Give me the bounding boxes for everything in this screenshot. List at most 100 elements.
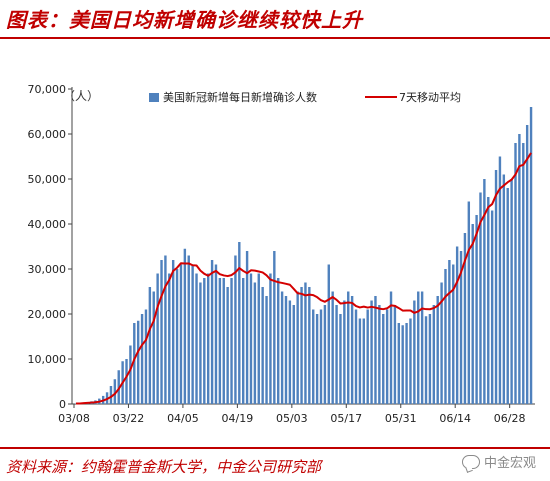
bar bbox=[168, 273, 171, 404]
bar bbox=[494, 170, 498, 404]
bar bbox=[350, 296, 354, 404]
bar bbox=[183, 248, 187, 404]
bar bbox=[152, 291, 155, 404]
bar bbox=[304, 282, 307, 404]
bar bbox=[133, 323, 136, 404]
bar bbox=[280, 291, 284, 404]
bar bbox=[467, 201, 471, 404]
bar bbox=[269, 273, 272, 404]
footer-rule bbox=[0, 447, 550, 449]
bar bbox=[343, 300, 346, 404]
bar bbox=[203, 278, 206, 404]
legend-bar-label: 美国新冠新增每日新增确诊人数 bbox=[163, 90, 317, 104]
bar bbox=[475, 215, 478, 404]
bar bbox=[347, 291, 350, 404]
chart-svg: 0 10,000 20,000 30,000 40,000 50,000 60,000 70,… bbox=[28, 83, 535, 425]
bar bbox=[125, 359, 128, 404]
bar bbox=[199, 282, 202, 404]
bar bbox=[195, 273, 198, 404]
bar bbox=[238, 242, 241, 404]
bar bbox=[109, 386, 113, 404]
bar bbox=[315, 314, 319, 404]
bar bbox=[354, 309, 358, 404]
x-tick-label: 06/14 bbox=[439, 412, 471, 425]
bar bbox=[405, 323, 408, 404]
source-note: 资料来源：约翰霍普金斯大学，中金公司研究部 bbox=[6, 458, 322, 476]
y-tick-label: 60,000 bbox=[28, 128, 67, 141]
bar bbox=[374, 296, 377, 404]
bar bbox=[483, 179, 486, 404]
bar bbox=[452, 264, 455, 404]
bar-series bbox=[74, 107, 533, 404]
bar bbox=[129, 345, 132, 404]
bar bbox=[518, 134, 521, 404]
bar bbox=[113, 379, 117, 404]
bar bbox=[265, 296, 268, 404]
bar bbox=[300, 287, 303, 404]
bar bbox=[292, 305, 295, 404]
legend: 美国新冠新增每日新增确诊人数 7天移动平均 bbox=[149, 90, 461, 104]
bar bbox=[245, 251, 249, 404]
x-tick-label: 05/17 bbox=[330, 412, 362, 425]
bar bbox=[529, 107, 533, 404]
moving-average-line bbox=[75, 152, 532, 405]
bar bbox=[358, 318, 362, 404]
bar bbox=[273, 251, 276, 404]
bar bbox=[498, 156, 502, 404]
bar bbox=[179, 264, 183, 404]
bar bbox=[514, 143, 517, 404]
bar bbox=[171, 260, 175, 404]
bar bbox=[339, 314, 342, 404]
bar bbox=[463, 233, 467, 404]
axes: 0 10,000 20,000 30,000 40,000 50,000 60,000 70,… bbox=[28, 83, 535, 425]
bar bbox=[335, 305, 338, 404]
bar bbox=[242, 278, 245, 404]
watermark-text: 中金宏观 bbox=[483, 456, 536, 471]
bar bbox=[331, 291, 334, 404]
bar bbox=[397, 323, 401, 404]
y-tick-label: 30,000 bbox=[28, 263, 67, 276]
x-tick-label: 06/28 bbox=[494, 412, 526, 425]
bar bbox=[253, 282, 257, 404]
bar bbox=[323, 305, 327, 404]
bar bbox=[261, 287, 264, 404]
bar bbox=[432, 305, 436, 404]
y-tick-label: 0 bbox=[59, 398, 66, 411]
bar bbox=[160, 260, 163, 404]
wechat-icon bbox=[461, 454, 480, 469]
bar bbox=[206, 273, 210, 404]
bar bbox=[393, 305, 397, 404]
bar bbox=[218, 278, 222, 404]
bar bbox=[214, 264, 218, 404]
bar bbox=[471, 224, 474, 404]
bar bbox=[479, 192, 482, 404]
bar bbox=[444, 269, 447, 404]
bar bbox=[164, 255, 167, 404]
bar bbox=[389, 291, 393, 404]
watermark: 中金宏观 bbox=[461, 452, 536, 471]
bar bbox=[366, 309, 369, 404]
bar bbox=[210, 260, 214, 404]
y-tick-label: 40,000 bbox=[28, 218, 67, 231]
bar bbox=[424, 316, 428, 404]
bar bbox=[525, 125, 529, 404]
bar bbox=[440, 282, 443, 404]
bar bbox=[226, 287, 229, 404]
bar bbox=[288, 300, 292, 404]
bar bbox=[148, 287, 152, 404]
bar bbox=[362, 318, 365, 404]
bar bbox=[436, 296, 439, 404]
bar bbox=[222, 278, 225, 404]
bar bbox=[277, 278, 280, 404]
x-tick-label: 05/03 bbox=[276, 412, 308, 425]
bar bbox=[175, 269, 179, 404]
bar bbox=[506, 188, 509, 404]
y-tick-label: 50,000 bbox=[28, 173, 67, 186]
bar bbox=[502, 174, 506, 404]
bar bbox=[401, 325, 404, 404]
bar bbox=[490, 210, 494, 404]
bar bbox=[140, 314, 144, 404]
x-tick-label: 03/22 bbox=[113, 412, 145, 425]
y-tick-label: 70,000 bbox=[28, 83, 67, 96]
bar bbox=[385, 309, 389, 404]
